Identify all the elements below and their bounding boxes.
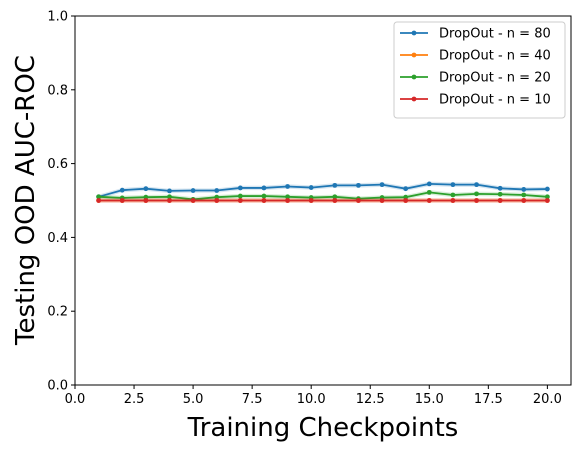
legend: DropOut - n = 80 DropOut - n = 40 DropOut …: [393, 21, 566, 119]
data-point: [143, 194, 149, 200]
legend-label: DropOut - n = 40: [439, 49, 551, 64]
legend-marker: [411, 96, 417, 102]
data-point: [214, 198, 220, 203]
data-point: [474, 198, 479, 203]
y-tick-label: 1.0: [47, 10, 68, 25]
data-point: [544, 186, 550, 192]
x-tick-label: 10.0: [297, 392, 326, 407]
data-point: [497, 198, 503, 203]
x-tick-label: 5.0: [183, 392, 204, 407]
data-point: [356, 198, 361, 203]
legend-label: DropOut - n = 10: [439, 93, 551, 108]
data-point: [143, 198, 149, 203]
data-point: [426, 198, 432, 203]
data-point: [521, 192, 527, 198]
legend-item: DropOut - n = 10: [400, 93, 551, 108]
data-point: [450, 192, 456, 198]
data-point: [403, 198, 409, 203]
data-point: [521, 187, 527, 192]
y-tick-label: 0.2: [47, 305, 68, 320]
x-tick-label: 20.0: [533, 392, 562, 407]
data-point: [497, 191, 503, 197]
data-point: [214, 194, 220, 200]
data-point: [332, 182, 338, 188]
y-tick-label: 0.6: [47, 157, 68, 172]
data-point: [379, 198, 385, 203]
series-line: [98, 191, 548, 201]
data-point: [544, 198, 550, 203]
x-axis: 0.0 2.5 5.0 7.5 10.0 12.5 15.0 17.5 20.0: [65, 385, 562, 407]
data-point: [544, 194, 550, 200]
data-point: [261, 198, 267, 203]
legend-box: [393, 21, 566, 119]
legend-marker: [411, 30, 417, 36]
data-point: [285, 198, 290, 203]
series-line: [98, 182, 548, 198]
data-point: [521, 198, 527, 203]
plot-frame: [74, 15, 572, 386]
data-point: [450, 182, 456, 188]
data-point: [237, 193, 243, 199]
data-point: [285, 194, 290, 200]
y-tick-label: 0.0: [47, 379, 68, 394]
data-point: [119, 187, 125, 193]
data-point: [426, 189, 432, 195]
series-4: [96, 198, 550, 203]
data-point: [426, 181, 432, 187]
data-point: [190, 188, 196, 193]
legend-item: DropOut - n = 20: [400, 71, 551, 86]
data-point: [119, 198, 125, 203]
x-tick-label: 0.0: [65, 392, 86, 407]
y-tick-label: 0.4: [47, 231, 68, 246]
data-point: [96, 194, 102, 200]
data-point: [474, 182, 479, 188]
legend-marker: [411, 74, 417, 80]
y-tick-label: 0.8: [47, 83, 68, 98]
data-point: [167, 194, 172, 200]
data-point: [308, 185, 314, 190]
data-point: [450, 198, 456, 203]
data-point: [332, 194, 338, 200]
y-axis-title: Testing OOD AUC-ROC: [11, 55, 41, 346]
data-point: [143, 186, 149, 192]
data-point: [403, 194, 409, 200]
x-tick-label: 15.0: [415, 392, 444, 407]
data-point: [167, 188, 172, 194]
legend-label: DropOut - n = 80: [439, 27, 551, 42]
legend-item: DropOut - n = 80: [400, 27, 551, 42]
data-point: [167, 198, 172, 203]
data-point: [237, 198, 243, 203]
x-tick-label: 12.5: [356, 392, 385, 407]
data-point: [190, 198, 196, 203]
x-axis-title: Training Checkpoints: [187, 413, 459, 443]
data-point: [308, 198, 314, 203]
data-point: [96, 198, 102, 203]
y-axis: 0.0 0.2 0.4 0.6 0.8 1.0: [47, 10, 75, 394]
data-point: [285, 184, 290, 189]
data-point: [332, 198, 338, 203]
x-tick-label: 17.5: [474, 392, 503, 407]
data-point: [261, 193, 267, 199]
data-point: [497, 185, 503, 191]
data-point: [474, 191, 479, 197]
series-layer: [96, 181, 550, 203]
x-tick-label: 7.5: [242, 392, 263, 407]
legend-marker: [411, 52, 417, 58]
data-point: [403, 186, 409, 192]
data-point: [356, 182, 361, 188]
series-band: [98, 181, 548, 200]
data-point: [379, 182, 385, 188]
legend-item: DropOut - n = 40: [400, 49, 551, 64]
x-tick-label: 2.5: [124, 392, 145, 407]
data-point: [237, 185, 243, 191]
data-point: [261, 185, 267, 191]
legend-label: DropOut - n = 20: [439, 71, 551, 86]
data-point: [214, 188, 220, 193]
